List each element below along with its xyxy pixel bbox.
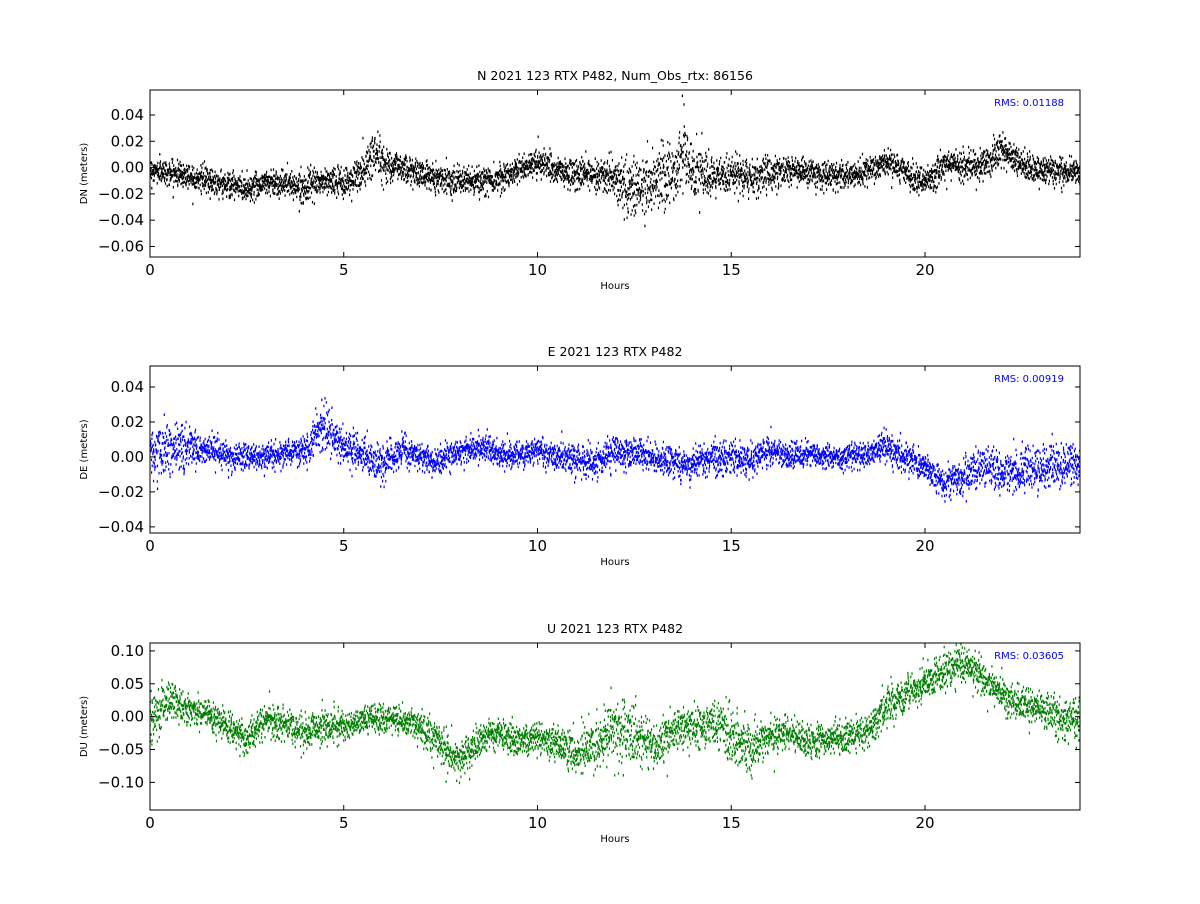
chart-title-n: N 2021 123 RTX P482, Num_Obs_rtx: 86156: [477, 68, 753, 83]
axis-ticks-n: 0 5 10 15 20 −0.06 −0.04 −0.02 0.00 0.02 0.04: [98, 90, 1080, 279]
y-tick-label: 0.02: [111, 413, 144, 431]
y-tick-label: 0.05: [111, 675, 144, 693]
y-tick-label: −0.02: [98, 185, 144, 203]
chart-title-u: U 2021 123 RTX P482: [547, 621, 683, 636]
y-tick-label: −0.06: [98, 237, 144, 255]
x-tick-label: 20: [915, 537, 934, 555]
rms-annotation-e: RMS: 0.00919: [994, 374, 1064, 385]
panel-n: 0 5 10 15 20 −0.06 −0.04 −0.02 0.00 0.02 0.04 N 20…: [79, 68, 1081, 292]
x-tick-label: 0: [145, 537, 155, 555]
y-tick-label: 0.00: [111, 159, 144, 177]
x-tick-label: 20: [915, 814, 934, 832]
x-tick-label: 10: [528, 261, 547, 279]
x-tick-label: 15: [722, 537, 741, 555]
y-tick-label: 0.10: [111, 642, 144, 660]
y-tick-label: −0.02: [98, 483, 144, 501]
y-tick-label: 0.02: [111, 132, 144, 150]
y-tick-label: 0.04: [111, 378, 144, 396]
x-axis-label-u: Hours: [600, 834, 629, 845]
rms-annotation-n: RMS: 0.01188: [994, 98, 1064, 109]
chart-title-e: E 2021 123 RTX P482: [548, 344, 683, 359]
axis-ticks-u: 0 5 10 15 20 −0.10 −0.05 0.00 0.05 0.10: [98, 642, 1080, 832]
x-tick-label: 15: [722, 814, 741, 832]
x-tick-label: 15: [722, 261, 741, 279]
panel-u: 0 5 10 15 20 −0.10 −0.05 0.00 0.05 0.10 U 2021 12…: [79, 621, 1081, 845]
axes-frame-u: [149, 642, 1081, 811]
axes-frame-n: [149, 89, 1081, 258]
x-axis-label-n: Hours: [600, 281, 629, 292]
x-tick-label: 0: [145, 814, 155, 832]
x-tick-label: 5: [339, 814, 349, 832]
x-tick-label: 20: [915, 261, 934, 279]
y-tick-label: 0.04: [111, 106, 144, 124]
y-tick-label: −0.05: [98, 741, 144, 759]
y-tick-label: 0.00: [111, 448, 144, 466]
y-tick-label: 0.00: [111, 708, 144, 726]
x-tick-label: 10: [528, 814, 547, 832]
y-axis-label-u: DU (meters): [79, 696, 90, 757]
x-axis-label-e: Hours: [600, 557, 629, 568]
panel-e: 0 5 10 15 20 −0.04 −0.02 0.00 0.02 0.04 E 2021 12…: [79, 344, 1081, 568]
y-axis-label-n: DN (meters): [79, 143, 90, 205]
x-tick-label: 10: [528, 537, 547, 555]
axis-ticks-e: 0 5 10 15 20 −0.04 −0.02 0.00 0.02 0.04: [98, 366, 1080, 555]
x-tick-label: 0: [145, 261, 155, 279]
x-tick-label: 5: [339, 537, 349, 555]
rms-annotation-u: RMS: 0.03605: [994, 651, 1064, 662]
y-tick-label: −0.04: [98, 211, 144, 229]
y-tick-label: −0.10: [98, 773, 144, 791]
axes-frame-e: [149, 365, 1081, 534]
x-tick-label: 5: [339, 261, 349, 279]
y-tick-label: −0.04: [98, 518, 144, 536]
y-axis-label-e: DE (meters): [79, 419, 90, 479]
